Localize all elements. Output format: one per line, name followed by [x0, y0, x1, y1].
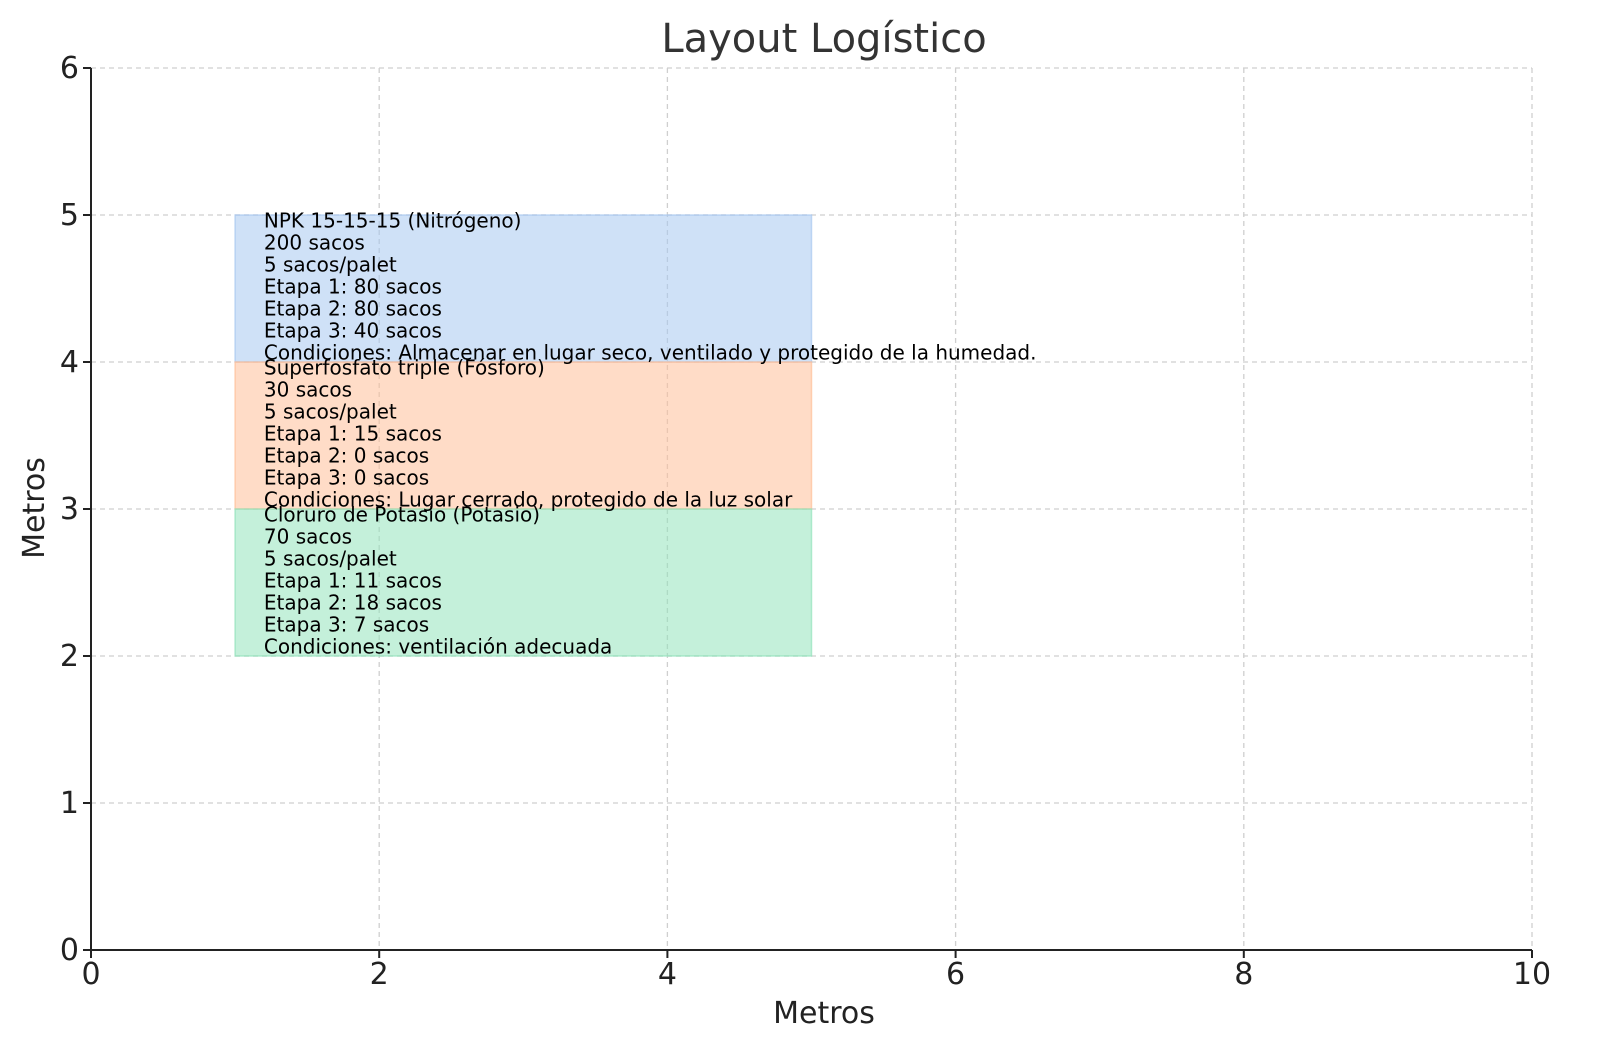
block-3-label-line: Etapa 1: 11 sacos [264, 569, 442, 593]
block-3-label-line: 70 sacos [264, 525, 352, 549]
block-3-label-line: Etapa 2: 18 sacos [264, 591, 442, 615]
block-1-label-line: 5 sacos/palet [264, 253, 397, 277]
x-tick-label: 0 [81, 957, 100, 992]
y-tick-label: 4 [60, 345, 79, 380]
block-2-label-line: Superfosfato triple (Fósforo) [264, 356, 545, 380]
block-1-label-line: Condiciones: Almacenar en lugar seco, ve… [264, 341, 1037, 365]
block-3-label-line: 5 sacos/palet [264, 547, 397, 571]
y-tick-label: 1 [60, 786, 79, 821]
x-tick-label: 4 [658, 957, 677, 992]
block-2-label-line: Condiciones: Lugar cerrado, protegido de… [264, 488, 793, 512]
block-2-label-line: 5 sacos/palet [264, 400, 397, 424]
x-tick-label: 2 [370, 957, 389, 992]
storage-block-2 [234, 361, 813, 510]
block-1-label-line: Etapa 3: 40 sacos [264, 319, 442, 343]
y-tick-label: 5 [60, 198, 79, 233]
block-1-label-line: Etapa 1: 80 sacos [264, 275, 442, 299]
x-tick-label: 6 [946, 957, 965, 992]
block-2-label-line: Etapa 2: 0 sacos [264, 444, 429, 468]
storage-block-1 [234, 214, 813, 363]
x-tick-label: 10 [1513, 957, 1551, 992]
x-axis-label: Metros [773, 996, 875, 1031]
storage-block-3 [234, 508, 813, 657]
y-tick-label: 6 [60, 51, 79, 86]
x-tick-label: 8 [1234, 957, 1253, 992]
block-2-label-line: 30 sacos [264, 378, 352, 402]
block-layer [234, 214, 813, 657]
block-2-label-line: Etapa 3: 0 sacos [264, 466, 429, 490]
block-2-label-line: Etapa 1: 15 sacos [264, 422, 442, 446]
chart-title: Layout Logístico [661, 16, 986, 62]
block-1-label-line: NPK 15-15-15 (Nitrógeno) [264, 209, 522, 233]
block-1-label-line: 200 sacos [264, 231, 365, 255]
axis-layer: 0 2 4 6 8 10 0 1 2 3 4 5 6 [60, 51, 1551, 992]
block-3-label-line: Condiciones: ventilación adecuada [264, 635, 612, 659]
y-tick-label: 2 [60, 639, 79, 674]
block-3-label-line: Etapa 3: 7 sacos [264, 613, 429, 637]
block-3-label-line: Cloruro de Potasio (Potasio) [264, 503, 540, 527]
y-tick-label: 0 [60, 933, 79, 968]
block-1-label-line: Etapa 2: 80 sacos [264, 297, 442, 321]
y-axis-label: Metros [17, 457, 52, 559]
y-tick-label: 3 [60, 492, 79, 527]
